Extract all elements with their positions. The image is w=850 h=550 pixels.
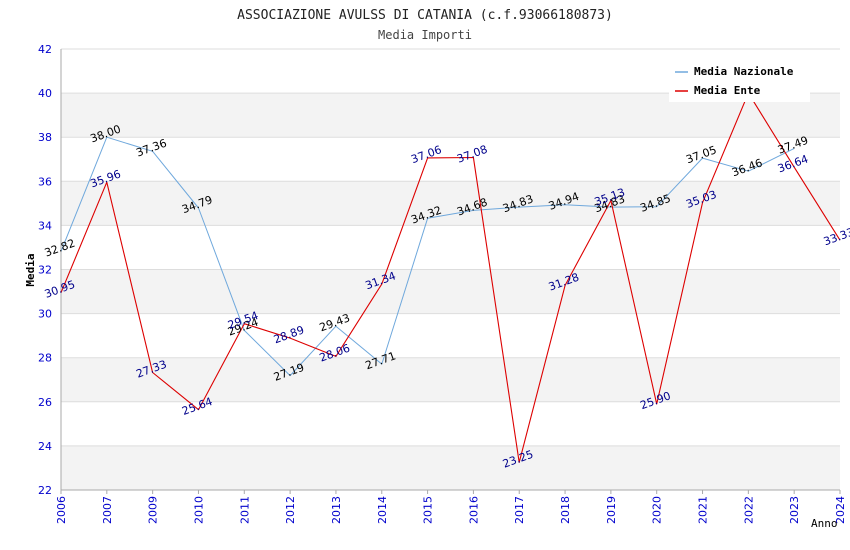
y-tick-label-38: 38: [38, 131, 52, 144]
x-tick-label-2009: 2009: [147, 496, 160, 524]
grid-band-1: [61, 401, 840, 446]
x-axis-label: Anno: [811, 517, 838, 530]
grid-band-3: [61, 313, 840, 358]
y-tick-label-22: 22: [38, 484, 52, 497]
grid-band-5: [61, 225, 840, 270]
x-tick-label-2012: 2012: [284, 496, 297, 524]
axes: [60, 49, 841, 494]
y-tick-label-28: 28: [38, 352, 52, 365]
x-tick-label-2011: 2011: [238, 496, 251, 524]
x-tick-label-2019: 2019: [605, 496, 618, 524]
grid-band-4: [61, 269, 840, 314]
grid-band-6: [61, 181, 840, 226]
x-tick-label-2013: 2013: [330, 496, 343, 524]
legend: Media Nazionale Media Ente: [669, 60, 810, 102]
legend-label-media-ente: Media Ente: [694, 84, 761, 97]
legend-box: [669, 60, 810, 102]
x-tick-label-2006: 2006: [55, 496, 68, 524]
series-line-media-ente: [60, 92, 841, 463]
x-tick-label-2023: 2023: [788, 496, 801, 524]
x-tick-label-2024: 2024: [834, 496, 847, 524]
x-tick-label-2018: 2018: [559, 496, 572, 524]
y-tick-label-40: 40: [38, 87, 52, 100]
x-tick-label-2014: 2014: [376, 496, 389, 524]
chart-subtitle: Media Importi: [378, 28, 472, 42]
grid-band-7: [61, 137, 840, 182]
grid-band-0: [61, 445, 840, 490]
y-tick-labels: 22 24 26 28 30 32 34 36 38 40 42: [38, 43, 52, 497]
y-tick-label-32: 32: [38, 264, 52, 277]
x-tick-label-2021: 2021: [697, 496, 710, 524]
y-tick-label-24: 24: [38, 440, 52, 453]
series-line-media-nazionale: [60, 136, 795, 377]
y-tick-label-36: 36: [38, 175, 52, 188]
x-tick-label-2016: 2016: [467, 496, 480, 524]
legend-label-media-nazionale: Media Nazionale: [694, 65, 794, 78]
x-tick-labels: 2006 2007 2009 2010 2011 2012 2013 2014 2015 2016…: [55, 496, 847, 524]
x-tick-label-2007: 2007: [101, 496, 114, 524]
y-tick-label-42: 42: [38, 43, 52, 56]
y-tick-label-30: 30: [38, 308, 52, 321]
grid-bands: [61, 49, 840, 490]
x-tick-label-2015: 2015: [422, 496, 435, 524]
chart-title: ASSOCIAZIONE AVULSS DI CATANIA (c.f.9306…: [237, 8, 613, 23]
x-tick-label-2017: 2017: [513, 496, 526, 524]
y-tick-label-34: 34: [38, 219, 52, 232]
x-tick-label-2020: 2020: [651, 496, 664, 524]
y-axis-label: Media: [24, 253, 37, 286]
y-tick-label-26: 26: [38, 396, 52, 409]
grid-band-2: [61, 357, 840, 402]
x-tick-label-2022: 2022: [742, 496, 755, 524]
x-tick-label-2010: 2010: [192, 496, 205, 524]
series-lines: [60, 92, 841, 463]
